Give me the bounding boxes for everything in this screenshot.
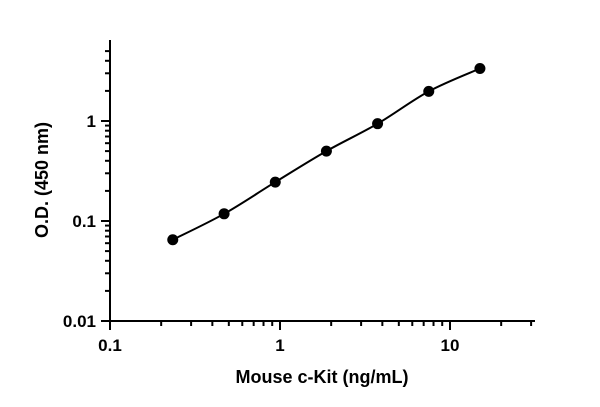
x-tick-label: 1: [275, 336, 284, 355]
y-axis: 0.01 0.1 1: [63, 40, 111, 331]
data-point: [423, 85, 435, 97]
y-tick-label: 1: [87, 112, 96, 131]
y-axis-ticks: 0.01 0.1 1: [63, 50, 110, 331]
y-axis-title: O.D. (450 nm): [32, 122, 52, 238]
data-point: [218, 208, 230, 220]
data-point: [320, 145, 332, 157]
x-tick-label: 10: [441, 336, 460, 355]
x-axis: 0.1 1 10: [98, 320, 535, 355]
x-tick-label: 0.1: [98, 336, 122, 355]
x-axis-title: Mouse c-Kit (ng/mL): [236, 367, 409, 387]
y-tick-label: 0.1: [72, 212, 96, 231]
data-point: [269, 176, 281, 188]
data-point: [474, 62, 486, 74]
data-points: [167, 62, 486, 246]
data-point: [372, 118, 384, 130]
y-tick-label: 0.01: [63, 312, 96, 331]
data-point: [167, 234, 179, 246]
x-axis-ticks: 0.1 1 10: [98, 321, 533, 355]
